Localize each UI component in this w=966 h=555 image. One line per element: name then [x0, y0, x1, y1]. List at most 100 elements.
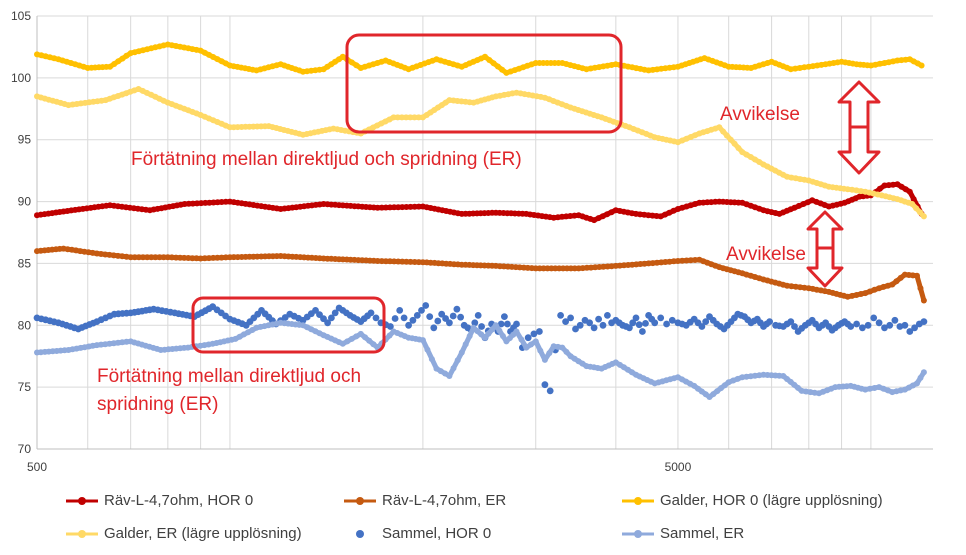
- data-point: [353, 333, 360, 340]
- data-point: [422, 302, 430, 309]
- data-point: [595, 315, 602, 323]
- data-point: [530, 330, 538, 338]
- data-point: [400, 314, 408, 322]
- annotation-deviation-upper: Avvikelse: [720, 104, 800, 125]
- data-point: [390, 114, 397, 121]
- data-point: [626, 324, 633, 332]
- data-point: [454, 357, 461, 364]
- data-point: [366, 337, 373, 344]
- data-point: [492, 322, 499, 329]
- data-point: [801, 64, 808, 71]
- data-point: [482, 53, 488, 60]
- data-point: [890, 181, 897, 188]
- data-point: [474, 312, 482, 319]
- data-point: [419, 337, 426, 344]
- data-point: [559, 344, 566, 351]
- data-point: [920, 318, 928, 325]
- data-point: [906, 328, 914, 335]
- legend-item-rav-hor0: Räv-L-4,7ohm, HOR 0: [66, 492, 253, 509]
- data-point: [546, 387, 554, 395]
- data-point: [489, 326, 496, 333]
- data-point: [374, 258, 381, 264]
- data-point: [424, 346, 431, 353]
- y-tick-label: 70: [18, 442, 32, 456]
- y-axis-ticks: 70 75 80 85 90 95 100 105: [11, 9, 31, 456]
- data-point: [844, 186, 851, 193]
- data-point: [901, 321, 909, 329]
- data-point: [156, 254, 163, 261]
- data-point: [692, 257, 699, 263]
- data-point: [513, 328, 520, 335]
- data-point: [466, 333, 473, 339]
- data-point: [127, 254, 134, 261]
- data-point: [499, 66, 506, 73]
- data-point: [876, 60, 883, 67]
- data-point: [847, 323, 855, 330]
- data-point: [920, 369, 927, 376]
- data-point: [409, 316, 417, 324]
- data-point: [123, 253, 130, 260]
- series-3: [34, 86, 927, 220]
- data-point: [663, 320, 670, 328]
- data-point: [428, 356, 435, 363]
- legend: Räv-L-4,7ohm, HOR 0 Räv-L-4,7ohm, ER Gal…: [0, 484, 966, 555]
- data-point: [787, 66, 794, 73]
- data-point: [911, 324, 918, 332]
- data-point: [864, 321, 872, 329]
- legend-item-rav-er: Räv-L-4,7ohm, ER: [344, 492, 506, 509]
- data-point: [727, 136, 734, 143]
- data-point: [674, 258, 681, 264]
- y-tick-label: 95: [18, 133, 32, 147]
- data-point: [557, 312, 564, 319]
- data-point: [567, 314, 574, 322]
- x-tick-label: 500: [27, 460, 47, 474]
- data-point: [462, 341, 469, 348]
- data-point: [716, 124, 723, 131]
- data-point: [405, 321, 412, 329]
- data-point: [140, 254, 146, 261]
- data-point: [725, 379, 732, 386]
- data-point: [434, 317, 442, 325]
- data-point: [791, 323, 798, 330]
- data-point: [563, 348, 570, 355]
- data-point: [801, 176, 808, 183]
- data-point: [885, 182, 892, 189]
- data-point: [917, 285, 924, 292]
- data-point: [897, 274, 904, 281]
- annotation-deviation-lower: Avvikelse: [726, 244, 806, 265]
- data-point: [357, 330, 364, 337]
- data-point: [135, 254, 142, 261]
- data-point: [353, 62, 360, 69]
- data-point: [730, 377, 737, 384]
- data-point: [801, 284, 808, 291]
- data-point: [920, 213, 927, 220]
- data-point: [523, 344, 530, 351]
- legend-label: Sammel, ER: [660, 525, 745, 542]
- data-point: [537, 347, 544, 354]
- data-point: [497, 320, 505, 328]
- data-point: [478, 323, 485, 330]
- data-point: [917, 374, 924, 381]
- legend-item-galder-hor0: Galder, HOR 0 (lägre upplösning): [622, 492, 883, 509]
- data-point: [871, 286, 878, 293]
- data-point: [889, 281, 896, 288]
- data-point: [796, 65, 803, 71]
- data-point: [532, 338, 539, 345]
- data-point: [849, 186, 856, 193]
- data-point: [471, 319, 479, 327]
- legend-label: Räv-L-4,7ohm, HOR 0: [104, 492, 254, 509]
- data-point: [490, 60, 497, 67]
- data-point: [485, 330, 492, 337]
- data-point: [913, 205, 920, 212]
- x-tick-label: 5000: [665, 460, 692, 474]
- grid-lines: [36, 15, 933, 450]
- legend-item-galder-er: Galder, ER (lägre upplösning): [66, 525, 302, 542]
- data-point: [917, 209, 923, 216]
- data-point: [792, 65, 799, 72]
- data-point: [906, 188, 913, 195]
- y-tick-label: 100: [11, 71, 31, 85]
- data-point: [528, 341, 534, 348]
- data-point: [599, 321, 607, 329]
- data-point: [494, 63, 501, 70]
